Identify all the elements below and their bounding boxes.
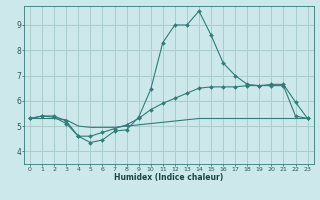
X-axis label: Humidex (Indice chaleur): Humidex (Indice chaleur) — [114, 173, 223, 182]
